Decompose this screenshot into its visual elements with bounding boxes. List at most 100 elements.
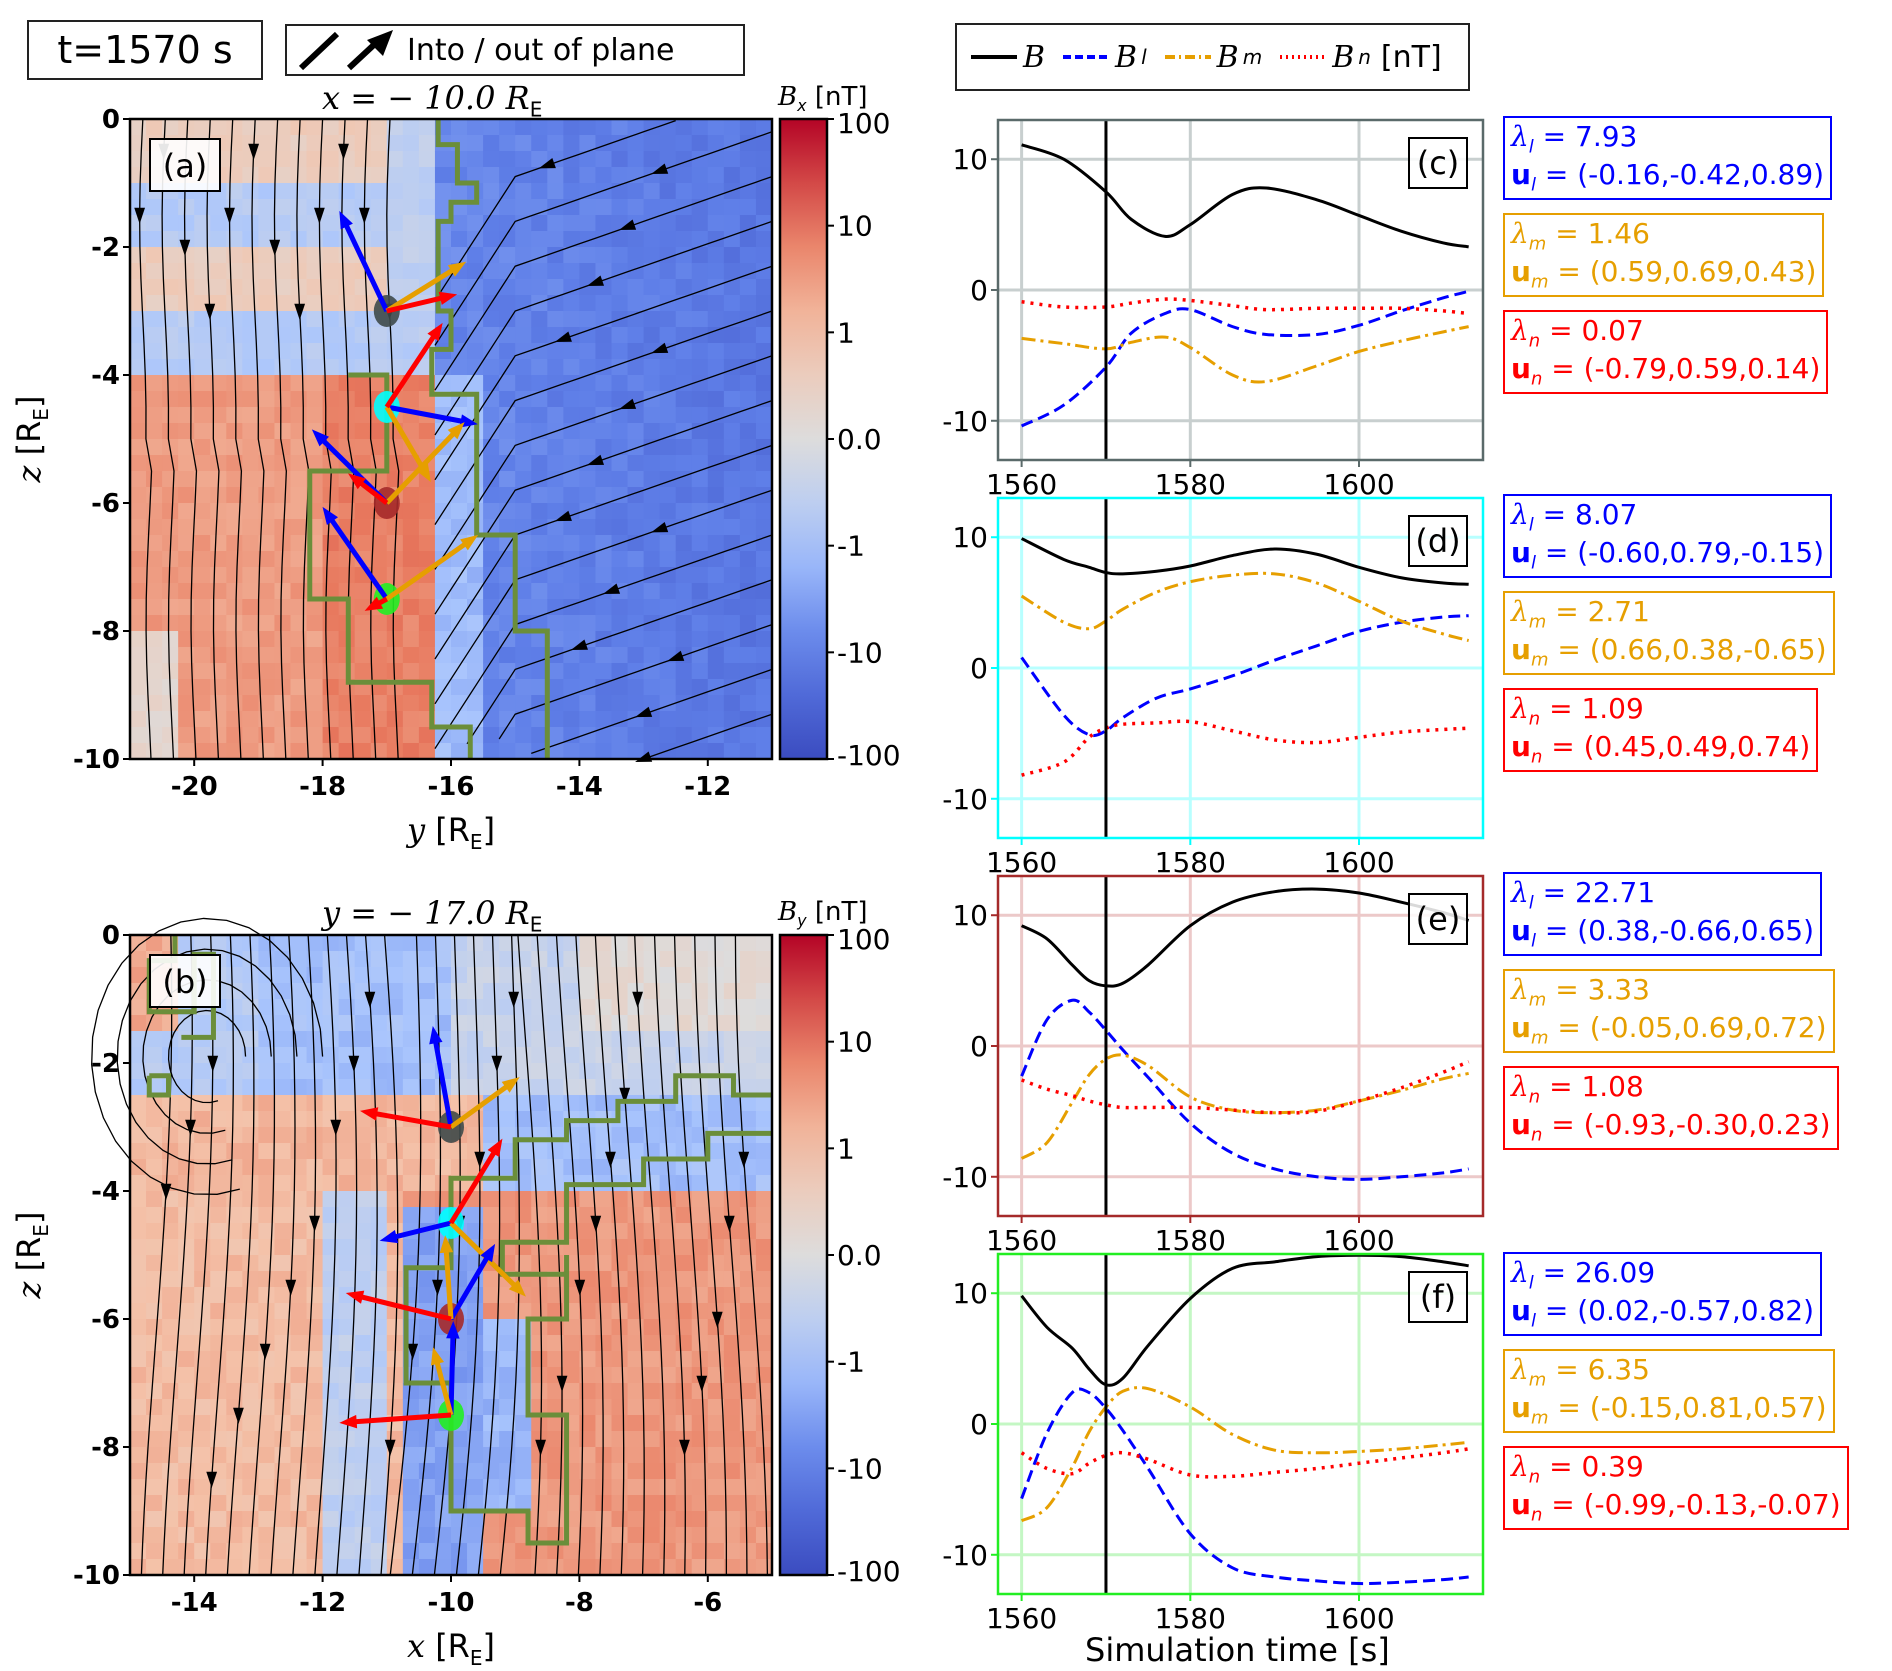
- heatmap-cell: [242, 1127, 259, 1144]
- heatmap-cell: [707, 359, 725, 376]
- heatmap-cell: [579, 439, 597, 456]
- heatmap-cell: [723, 263, 741, 280]
- heatmap-cell: [515, 359, 532, 376]
- heatmap-cell: [306, 1415, 324, 1432]
- heatmap-cell: [306, 663, 324, 680]
- heatmap-cell: [499, 567, 516, 584]
- streamline: [434, 265, 773, 481]
- heatmap-cell: [643, 1543, 661, 1560]
- heatmap-cell: [739, 1479, 757, 1496]
- heatmap-cell: [467, 295, 484, 312]
- heatmap-cell: [563, 663, 580, 680]
- heatmap-cell: [434, 167, 452, 184]
- heatmap-cell: [755, 1319, 773, 1336]
- heatmap-cell: [162, 727, 179, 744]
- heatmap-cell: [691, 1447, 709, 1464]
- heatmap-cell: [627, 1223, 645, 1240]
- streamline-arrow-icon: [554, 510, 572, 522]
- heatmap-cell: [691, 519, 709, 536]
- heatmap-cell: [370, 1367, 388, 1384]
- heatmap-cell: [547, 263, 564, 280]
- heatmap-cell: [386, 1143, 404, 1160]
- streamline: [273, 118, 287, 760]
- heatmap-cell: [162, 295, 179, 312]
- heatmap-cell: [707, 1111, 725, 1128]
- heatmap-cell: [418, 967, 436, 984]
- heatmap-cell: [707, 695, 725, 712]
- heatmap-cell: [659, 631, 677, 648]
- heatmap-cell: [402, 263, 420, 280]
- heatmap-cell: [418, 1543, 436, 1560]
- streamline: [228, 118, 243, 760]
- heatmap-cell: [611, 503, 629, 520]
- heatmap-cell: [226, 135, 243, 152]
- lmn-arrowhead-m: [439, 1235, 454, 1254]
- heatmap-cell: [354, 1479, 372, 1496]
- heatmap-cell: [691, 327, 709, 344]
- heatmap-cell: [418, 663, 436, 680]
- heatmap-cell: [178, 1015, 195, 1032]
- heatmap-cell: [483, 647, 500, 664]
- heatmap-cell: [451, 375, 468, 392]
- heatmap-cell: [547, 1223, 564, 1240]
- heatmap-cell: [483, 199, 500, 216]
- heatmap-cell: [691, 1463, 709, 1480]
- heatmap-cell: [290, 503, 308, 520]
- heatmap-cell: [691, 1399, 709, 1416]
- heatmap-cell: [547, 967, 564, 984]
- heatmap-cell: [338, 727, 356, 744]
- heatmap-cell: [627, 1479, 645, 1496]
- heatmap-cell: [338, 1271, 356, 1288]
- heatmap-cell: [258, 1399, 276, 1416]
- heatmap-cell: [178, 391, 195, 408]
- heatmap-cell: [274, 935, 292, 952]
- heatmap-cell: [691, 1479, 709, 1496]
- heatmap-cell: [258, 967, 276, 984]
- heatmap-cell: [194, 727, 211, 744]
- heatmap-cell: [579, 487, 597, 504]
- heatmap-cell: [162, 1335, 179, 1352]
- heatmap-cell: [178, 247, 195, 264]
- heatmap-cell: [258, 167, 276, 184]
- heatmap-cell: [547, 567, 564, 584]
- heatmap-cell: [274, 1287, 292, 1304]
- heatmap-cell: [194, 1511, 211, 1528]
- heatmap-cell: [755, 1207, 773, 1224]
- heatmap-cell: [194, 199, 211, 216]
- heatmap-cell: [130, 1479, 147, 1496]
- heatmap-cell: [755, 375, 773, 392]
- y-tick-label: -6: [91, 1305, 120, 1335]
- heatmap-cell: [258, 1383, 276, 1400]
- streamline-arrow-icon: [738, 1151, 750, 1168]
- heatmap-cell: [595, 1159, 613, 1176]
- heatmap-cell: [386, 1031, 404, 1048]
- heatmap-cell: [499, 247, 516, 264]
- heatmap-cell: [370, 231, 388, 248]
- heatmap-cell: [290, 999, 308, 1016]
- eigenvector-line: ul = (0.38,-0.66,0.65): [1511, 913, 1815, 952]
- heatmap-cell: [483, 311, 500, 328]
- heatmap-cell: [579, 1223, 597, 1240]
- heatmap-cell: [418, 1271, 436, 1288]
- heatmap-cell: [723, 1303, 741, 1320]
- streamline: [555, 934, 584, 1576]
- heatmap-cell: [659, 119, 677, 136]
- heatmap-cell: [547, 359, 564, 376]
- heatmap-cell: [579, 519, 597, 536]
- heatmap-cell: [130, 119, 147, 136]
- heatmap-cell: [194, 1479, 211, 1496]
- heatmap-cell: [402, 1159, 420, 1176]
- heatmap-cell: [306, 679, 324, 696]
- heatmap-cell: [755, 1559, 773, 1576]
- heatmap-cell: [370, 1031, 388, 1048]
- heatmap-cell: [146, 343, 163, 360]
- heatmap-cell: [515, 535, 532, 552]
- eigenvector-line: un = (-0.93,-0.30,0.23): [1511, 1107, 1831, 1146]
- heatmap-cell: [146, 487, 163, 504]
- x-tick-label: -6: [693, 1588, 722, 1618]
- heatmap-cell: [354, 1543, 372, 1560]
- eigen-box-m: λm = 2.71 um = (0.66,0.38,-0.65): [1503, 591, 1835, 675]
- heatmap-cell: [563, 359, 580, 376]
- heatmap-cell: [146, 1495, 163, 1512]
- heatmap-cell: [274, 391, 292, 408]
